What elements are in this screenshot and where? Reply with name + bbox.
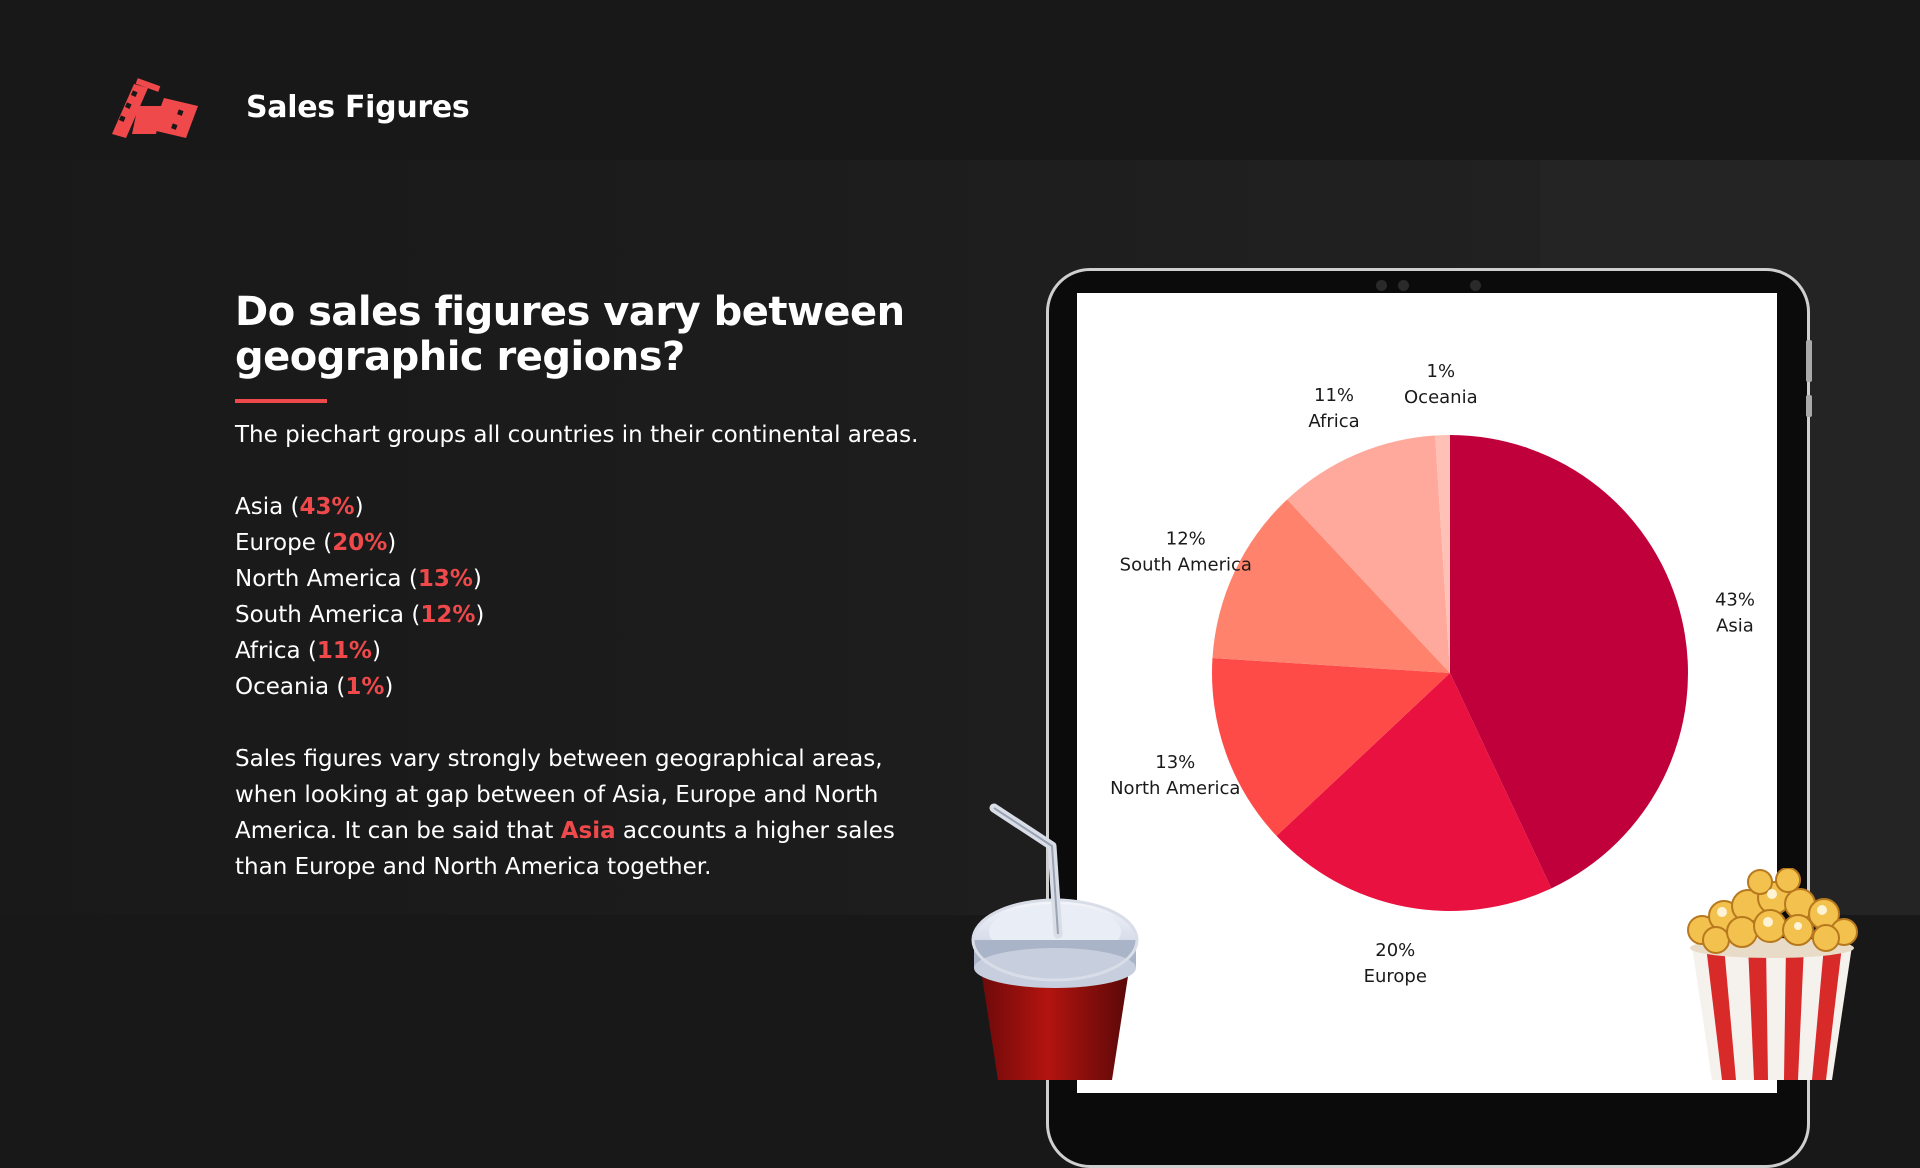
region-pct: 43% xyxy=(299,494,355,520)
region-item: South America (12%) xyxy=(235,602,485,628)
region-item: Asia (43%) xyxy=(235,494,364,520)
conclusion-highlight: Asia xyxy=(560,818,616,844)
camera-dot xyxy=(1398,280,1409,291)
film-strip-icon xyxy=(112,78,198,138)
region-pct: 11% xyxy=(316,638,372,664)
region-name: Africa xyxy=(235,638,301,664)
page-title: Do sales figures vary between geographic… xyxy=(235,289,905,380)
pie-slice xyxy=(1450,435,1688,889)
conclusion-part: accounts a higher sales than Europe and … xyxy=(235,818,895,880)
slice-category-label: North America xyxy=(1110,778,1240,799)
region-pct: 1% xyxy=(345,674,385,700)
pie-slice xyxy=(1287,435,1450,673)
tablet-button xyxy=(1806,340,1812,382)
slice-value-label: 13% xyxy=(1155,752,1195,773)
region-name: Oceania xyxy=(235,674,330,700)
conclusion-text: Sales figures vary strongly between geog… xyxy=(235,741,935,885)
title-underline xyxy=(235,399,327,403)
soda-cup-icon xyxy=(971,803,1139,1080)
slice-value-label: 1% xyxy=(1427,361,1456,382)
pie-slices xyxy=(1212,435,1688,912)
region-item: Africa (11%) xyxy=(235,638,381,664)
slice-value-label: 43% xyxy=(1715,589,1755,610)
region-pct: 20% xyxy=(332,530,388,556)
region-item: Europe (20%) xyxy=(235,530,397,556)
pie-slice xyxy=(1212,658,1450,836)
camera-dot xyxy=(1376,280,1387,291)
slice-category-label: Europe xyxy=(1364,966,1427,987)
pie-slice xyxy=(1276,673,1552,912)
region-pct: 13% xyxy=(417,566,473,592)
pie-slice xyxy=(1212,499,1450,673)
region-list: Asia (43%) Europe (20%) North America (1… xyxy=(235,489,935,705)
slice-category-label: Oceania xyxy=(1404,387,1478,408)
pie-slice xyxy=(1435,435,1450,673)
slice-category-label: South America xyxy=(1120,555,1252,576)
slice-value-label: 20% xyxy=(1375,940,1415,961)
region-name: South America xyxy=(235,602,405,628)
pie-chart: 43% Asia 20% Europe 13% North America 12% South… xyxy=(1110,361,1755,987)
region-name: Europe xyxy=(235,530,316,556)
region-name: North America xyxy=(235,566,402,592)
slice-category-label: Africa xyxy=(1308,411,1359,432)
popcorn-icon xyxy=(1687,868,1858,1080)
region-name: Asia xyxy=(235,494,284,520)
camera-dot xyxy=(1470,280,1481,291)
tablet-button xyxy=(1806,395,1812,417)
region-pct: 12% xyxy=(420,602,476,628)
slice-value-label: 12% xyxy=(1166,529,1206,550)
pie-labels: 43% Asia 20% Europe 13% North America 12% South… xyxy=(1110,361,1755,987)
header-title: Sales Figures xyxy=(246,89,470,125)
header: Sales Figures xyxy=(108,72,470,142)
slice-category-label: Asia xyxy=(1716,615,1754,636)
region-item: Oceania (1%) xyxy=(235,674,394,700)
conclusion-part: Sales figures vary strongly between geog… xyxy=(235,746,883,844)
slice-value-label: 11% xyxy=(1314,385,1354,406)
chart-description: The piechart groups all countries in the… xyxy=(235,422,919,448)
region-item: North America (13%) xyxy=(235,566,482,592)
content-column: Do sales figures vary between geographic… xyxy=(235,290,935,885)
